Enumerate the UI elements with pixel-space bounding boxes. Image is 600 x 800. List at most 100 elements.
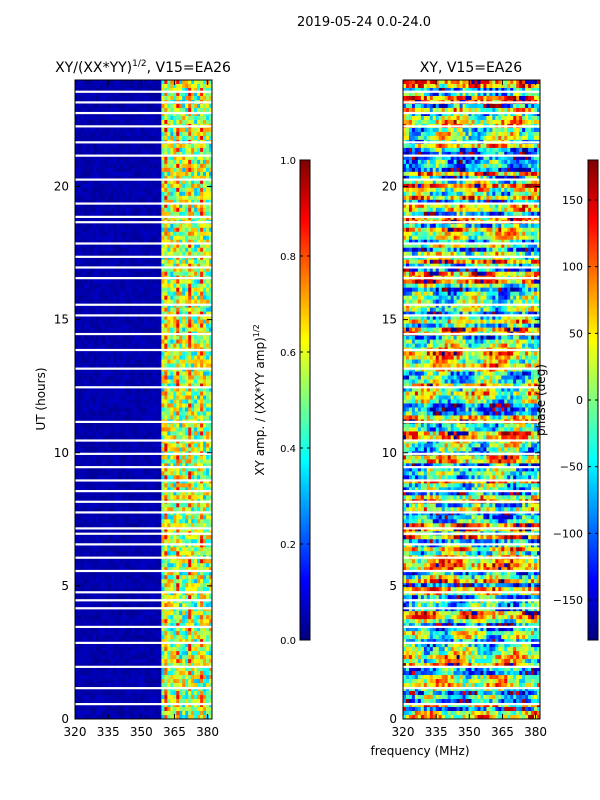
heat-cell (203, 455, 207, 460)
heat-cell (152, 435, 156, 440)
heat-cell (149, 291, 153, 297)
heat-cell (146, 315, 150, 321)
heat-cell (164, 491, 168, 496)
heat-cell (113, 335, 118, 340)
heat-cell (125, 311, 130, 317)
heat-cell (89, 235, 94, 241)
heat-cell (140, 283, 144, 289)
heat-cell (152, 167, 156, 173)
heat-cell (167, 495, 171, 500)
heat-cell (83, 119, 88, 125)
heat-cell (182, 351, 186, 356)
heat-cell (122, 103, 127, 109)
heat-cell (75, 307, 79, 313)
heat-cell (89, 507, 94, 512)
heat-cell (77, 323, 82, 329)
heat-cell (89, 431, 94, 436)
heat-cell (113, 163, 118, 169)
heat-cell (75, 203, 79, 209)
heat-cell (137, 475, 141, 480)
heat-cell (89, 251, 94, 257)
heat-cell (89, 503, 94, 508)
heat-cell (176, 183, 180, 189)
heat-cell (188, 95, 192, 101)
heat-cell (101, 299, 106, 305)
heat-cell (197, 463, 201, 468)
heat-cell (170, 107, 174, 113)
heat-cell (155, 131, 159, 137)
heat-cell (146, 91, 150, 97)
heat-cell (119, 351, 124, 356)
heat-cell (80, 463, 85, 468)
heat-cell (119, 415, 124, 420)
heat-cell (164, 415, 168, 420)
heat-cell (80, 471, 85, 476)
heat-cell (194, 355, 198, 360)
heat-cell (107, 467, 112, 472)
heat-cell (176, 187, 180, 193)
heat-cell (143, 399, 147, 404)
heat-cell (200, 135, 204, 141)
heat-cell (158, 179, 162, 185)
heat-cell (197, 295, 201, 301)
heat-cell (95, 315, 100, 321)
heat-cell (89, 179, 94, 185)
heat-cell (140, 395, 144, 400)
heat-cell (194, 507, 198, 512)
heat-cell (194, 471, 198, 476)
heat-cell (152, 383, 156, 388)
heat-cell (200, 171, 204, 177)
heat-cell (134, 163, 138, 169)
heat-cell (179, 431, 183, 436)
heat-cell (80, 295, 85, 301)
heat-cell (131, 351, 135, 356)
heat-cell (182, 287, 186, 293)
heat-cell (125, 487, 130, 492)
heat-cell (86, 415, 91, 420)
heat-cell (92, 335, 97, 340)
heat-cell (101, 279, 106, 285)
heat-cell (75, 335, 79, 340)
heat-cell (119, 159, 124, 165)
heat-cell (200, 411, 204, 416)
heat-cell (209, 247, 213, 253)
heat-cell (131, 263, 135, 269)
heat-cell (194, 259, 198, 265)
heat-cell (122, 491, 127, 496)
heat-cell (119, 131, 124, 137)
heat-cell (80, 339, 85, 344)
heat-cell (191, 211, 195, 217)
heat-cell (185, 447, 189, 452)
heat-cell (206, 195, 210, 201)
heat-cell (149, 503, 153, 508)
heat-cell (194, 103, 198, 109)
heat-cell (173, 207, 177, 213)
heat-cell (83, 191, 88, 197)
heat-cell (92, 391, 97, 396)
heat-cell (188, 127, 192, 133)
heat-cell (152, 359, 156, 364)
heat-cell (161, 355, 165, 360)
heat-cell (110, 267, 115, 273)
heat-cell (167, 203, 171, 209)
heat-cell (179, 491, 183, 496)
heat-cell (89, 371, 94, 376)
heat-cell (152, 475, 156, 480)
heat-cell (164, 391, 168, 396)
heat-cell (197, 323, 201, 329)
heat-cell (176, 167, 180, 173)
heat-cell (188, 231, 192, 237)
heat-cell (146, 227, 150, 233)
heat-cell (140, 147, 144, 153)
heat-cell (200, 335, 204, 340)
heat-cell (182, 135, 186, 141)
heat-cell (158, 455, 162, 460)
heat-cell (125, 335, 130, 340)
heat-cell (116, 251, 121, 257)
heat-cell (206, 375, 210, 380)
heat-cell (107, 187, 112, 193)
heat-cell (182, 507, 186, 512)
heat-cell (197, 195, 201, 201)
heat-cell (164, 239, 168, 245)
heat-cell (191, 379, 195, 384)
